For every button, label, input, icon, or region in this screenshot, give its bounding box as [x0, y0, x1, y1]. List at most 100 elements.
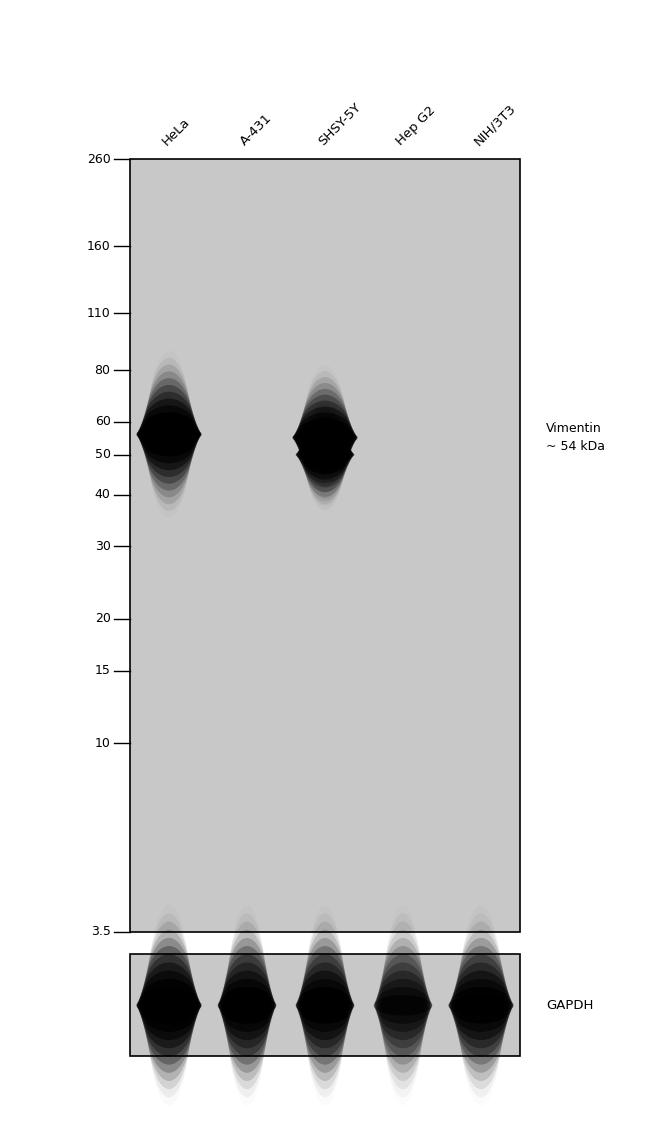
Ellipse shape — [300, 383, 350, 492]
Ellipse shape — [301, 946, 349, 1064]
Ellipse shape — [374, 987, 432, 1024]
Ellipse shape — [220, 979, 274, 1031]
Ellipse shape — [298, 394, 352, 481]
Ellipse shape — [377, 962, 429, 1049]
Ellipse shape — [304, 921, 346, 1089]
Ellipse shape — [225, 929, 269, 1081]
Ellipse shape — [220, 970, 274, 1041]
Text: A-431: A-431 — [238, 111, 274, 148]
Ellipse shape — [298, 979, 352, 1031]
Ellipse shape — [296, 407, 354, 468]
Ellipse shape — [142, 392, 196, 477]
Ellipse shape — [146, 358, 192, 511]
Ellipse shape — [298, 401, 352, 475]
Ellipse shape — [451, 970, 511, 1041]
Ellipse shape — [140, 406, 199, 463]
Ellipse shape — [146, 365, 193, 504]
Ellipse shape — [140, 399, 198, 470]
Ellipse shape — [296, 444, 354, 465]
Ellipse shape — [224, 938, 270, 1072]
Ellipse shape — [303, 412, 347, 496]
Text: 15: 15 — [95, 665, 110, 677]
Text: GAPDH: GAPDH — [546, 999, 593, 1012]
Ellipse shape — [299, 431, 351, 478]
Ellipse shape — [302, 417, 348, 492]
Ellipse shape — [301, 377, 349, 498]
Ellipse shape — [450, 979, 512, 1031]
Ellipse shape — [376, 979, 430, 1031]
Text: NIH/3T3: NIH/3T3 — [472, 101, 519, 148]
Ellipse shape — [454, 954, 508, 1056]
Ellipse shape — [293, 424, 357, 451]
Ellipse shape — [381, 929, 425, 1081]
Text: 10: 10 — [95, 737, 110, 750]
Text: 3.5: 3.5 — [90, 925, 110, 938]
Ellipse shape — [376, 970, 430, 1041]
Ellipse shape — [136, 426, 202, 443]
Text: HeLa: HeLa — [160, 115, 192, 148]
Ellipse shape — [301, 421, 349, 487]
Ellipse shape — [146, 921, 193, 1089]
Ellipse shape — [295, 412, 355, 462]
Text: Hep G2: Hep G2 — [394, 103, 438, 148]
Ellipse shape — [382, 921, 424, 1089]
Text: Vimentin
~ 54 kDa: Vimentin ~ 54 kDa — [546, 423, 605, 453]
Ellipse shape — [454, 946, 508, 1064]
Text: 260: 260 — [86, 152, 110, 166]
Ellipse shape — [304, 408, 346, 501]
Text: 20: 20 — [95, 612, 110, 626]
Ellipse shape — [296, 995, 354, 1016]
Ellipse shape — [138, 419, 200, 450]
Ellipse shape — [300, 954, 350, 1056]
Ellipse shape — [142, 954, 196, 1056]
Ellipse shape — [143, 378, 195, 491]
Ellipse shape — [298, 970, 352, 1041]
Ellipse shape — [374, 995, 432, 1016]
Text: 40: 40 — [95, 488, 110, 501]
Text: 50: 50 — [94, 449, 111, 461]
FancyBboxPatch shape — [130, 954, 520, 1056]
Ellipse shape — [138, 979, 200, 1031]
Ellipse shape — [448, 995, 514, 1016]
Ellipse shape — [138, 412, 200, 457]
Ellipse shape — [218, 987, 276, 1024]
Ellipse shape — [449, 987, 512, 1024]
Ellipse shape — [143, 938, 195, 1072]
Ellipse shape — [296, 987, 354, 1024]
Ellipse shape — [302, 371, 348, 504]
Ellipse shape — [222, 954, 272, 1056]
Ellipse shape — [144, 929, 194, 1081]
Ellipse shape — [380, 938, 426, 1072]
Ellipse shape — [146, 913, 192, 1097]
Text: 60: 60 — [95, 416, 110, 428]
Ellipse shape — [456, 929, 506, 1081]
Ellipse shape — [298, 435, 352, 474]
Ellipse shape — [378, 954, 428, 1056]
Ellipse shape — [144, 371, 194, 498]
Ellipse shape — [299, 962, 351, 1049]
Text: 160: 160 — [86, 240, 110, 252]
Ellipse shape — [452, 962, 510, 1049]
Ellipse shape — [138, 987, 200, 1024]
Ellipse shape — [136, 995, 202, 1016]
Ellipse shape — [221, 962, 273, 1049]
Ellipse shape — [292, 431, 358, 445]
Ellipse shape — [303, 929, 347, 1081]
Ellipse shape — [142, 946, 196, 1064]
Ellipse shape — [142, 385, 196, 484]
Text: 110: 110 — [86, 307, 110, 320]
Text: SHSY-5Y: SHSY-5Y — [316, 100, 363, 148]
Text: 80: 80 — [94, 364, 111, 377]
Ellipse shape — [140, 962, 198, 1049]
Ellipse shape — [302, 938, 348, 1072]
Ellipse shape — [300, 426, 350, 483]
Ellipse shape — [223, 946, 271, 1064]
Ellipse shape — [294, 418, 356, 457]
Ellipse shape — [226, 921, 268, 1089]
Ellipse shape — [299, 389, 351, 486]
Ellipse shape — [379, 946, 427, 1064]
Ellipse shape — [140, 970, 199, 1041]
Ellipse shape — [218, 995, 276, 1016]
Ellipse shape — [458, 921, 505, 1089]
Ellipse shape — [296, 449, 354, 460]
